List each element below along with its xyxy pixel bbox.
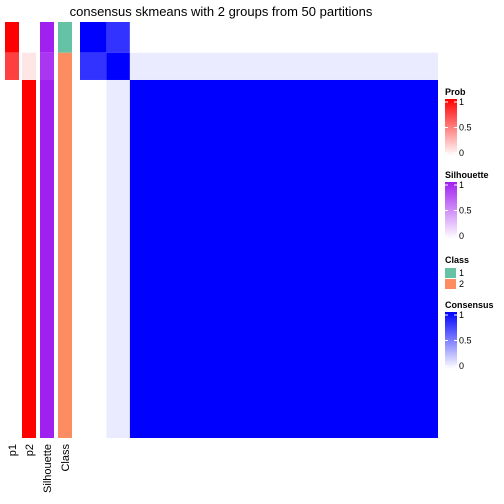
consensus-matrix bbox=[80, 22, 438, 438]
legend-title-class: Class bbox=[445, 255, 469, 265]
column-label-class: Class bbox=[60, 444, 72, 472]
consensus-cell-1-2 bbox=[106, 22, 129, 53]
chart-title: consensus skmeans with 2 groups from 50 … bbox=[70, 4, 373, 19]
consensus-cell-3-1 bbox=[80, 80, 106, 438]
annotation-cell-p2-1 bbox=[22, 22, 36, 53]
legend-title-prob: Prob bbox=[445, 87, 466, 97]
annotation-cell-p2-3 bbox=[22, 80, 36, 438]
annotation-cell-class-2 bbox=[58, 53, 72, 80]
annotation-cell-silhouette-3 bbox=[40, 80, 54, 438]
consensus-cell-1-1 bbox=[80, 22, 106, 53]
legend-tick-silhouette: 1 bbox=[459, 180, 464, 190]
legend-tick-silhouette: 0 bbox=[459, 231, 464, 241]
annotation-cell-class-3 bbox=[58, 80, 72, 438]
legend-tick-consensus: 0.5 bbox=[459, 336, 472, 346]
annotation-cell-p2-2 bbox=[22, 53, 36, 80]
legend-tick-prob: 1 bbox=[459, 97, 464, 107]
legend-tick-consensus: 1 bbox=[459, 310, 464, 320]
consensus-cell-3-2 bbox=[106, 80, 129, 438]
consensus-cell-3-3 bbox=[130, 80, 438, 438]
legend-tick-silhouette: 0.5 bbox=[459, 206, 472, 216]
annotation-cell-p1-3 bbox=[5, 80, 19, 438]
consensus-cell-2-1 bbox=[80, 53, 106, 80]
legend-title-consensus: Consensus bbox=[445, 300, 494, 310]
annotation-cell-p1-1 bbox=[5, 22, 19, 53]
consensus-cell-2-3 bbox=[130, 53, 438, 80]
annotation-cell-class-1 bbox=[58, 22, 72, 53]
legend-tick-prob: 0.5 bbox=[459, 123, 472, 133]
annotation-cell-silhouette-2 bbox=[40, 53, 54, 80]
column-labels: p1 p2 Silhouette Class bbox=[7, 444, 72, 493]
legends: Prob10.50Silhouette10.50Class12Consensus… bbox=[445, 87, 494, 371]
column-label-p2: p2 bbox=[24, 444, 36, 456]
column-label-silhouette: Silhouette bbox=[42, 444, 54, 493]
legend-title-silhouette: Silhouette bbox=[445, 170, 489, 180]
consensus-cell-1-3 bbox=[130, 22, 438, 53]
legend-tick-prob: 0 bbox=[459, 148, 464, 158]
column-label-p1: p1 bbox=[7, 444, 19, 456]
legend-item-class-1: 1 bbox=[459, 268, 464, 278]
annotation-cell-p1-2 bbox=[5, 53, 19, 80]
annotation-cell-silhouette-1 bbox=[40, 22, 54, 53]
legend-item-class-2: 2 bbox=[459, 279, 464, 289]
legend-swatch-class-2 bbox=[445, 279, 456, 289]
legend-tick-consensus: 0 bbox=[459, 361, 464, 371]
consensus-cell-2-2 bbox=[106, 53, 129, 80]
annotation-columns bbox=[5, 22, 72, 438]
legend-swatch-class-1 bbox=[445, 268, 456, 278]
